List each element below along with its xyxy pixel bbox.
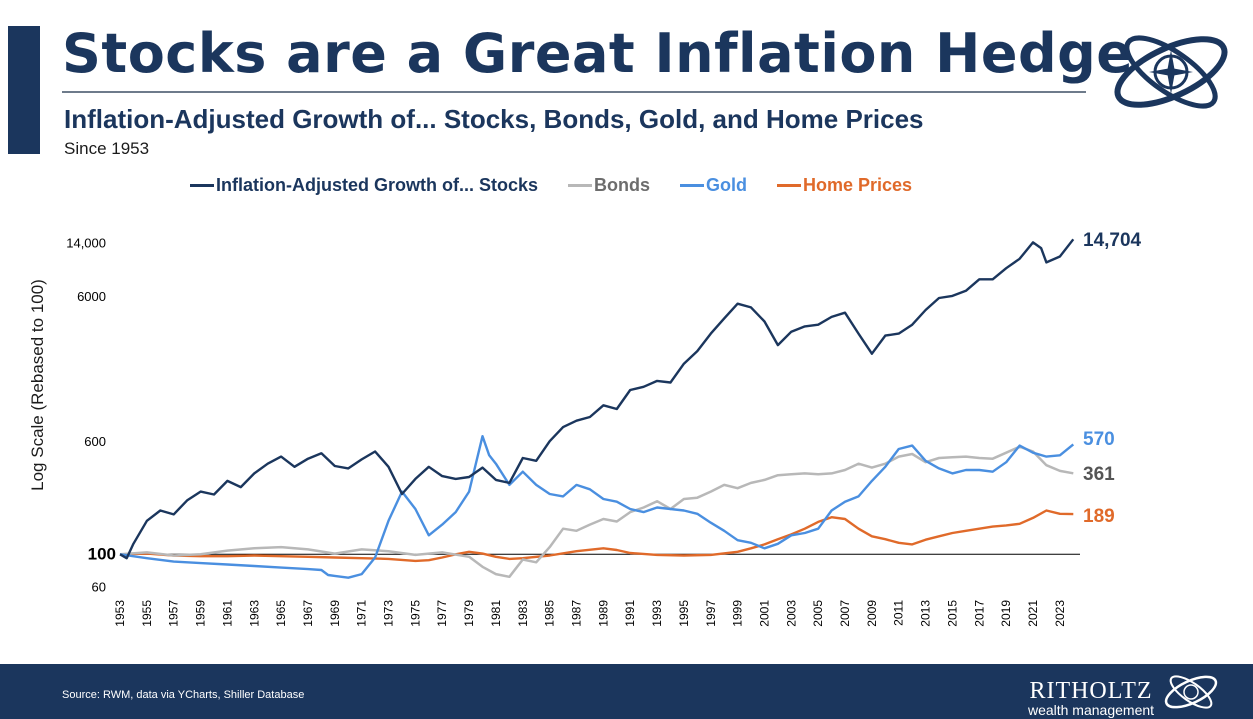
x-tick-label: 2005: [811, 600, 825, 627]
x-tick-label: 1967: [301, 600, 315, 627]
title-accent-bar: [8, 26, 40, 154]
x-tick-label: 2011: [892, 600, 906, 626]
x-tick-label: 2007: [838, 600, 852, 627]
legend-swatch-gold: [680, 183, 704, 187]
x-tick-label: 1973: [382, 600, 396, 627]
legend-label-bonds: Bonds: [594, 174, 650, 195]
x-tick-label: 2017: [972, 600, 986, 627]
x-tick-label: 1981: [489, 600, 503, 627]
legend-swatch-bonds: [568, 183, 592, 187]
legend-item-gold: Gold: [680, 175, 747, 196]
y-tick-label: 6000: [77, 289, 106, 304]
brand-name: RITHOLTZ: [1029, 678, 1153, 704]
since-label: Since 1953: [64, 139, 150, 158]
x-tick-label: 2019: [999, 600, 1013, 627]
x-tick-label: 1979: [462, 600, 476, 627]
x-tick-label: 2003: [784, 600, 798, 627]
x-tick-label: 1953: [113, 600, 127, 627]
x-tick-label: 1991: [623, 600, 637, 627]
series-line-home-prices: [119, 509, 1074, 563]
x-tick-label: 2021: [1026, 600, 1040, 627]
x-tick-label: 1989: [596, 600, 610, 627]
end-label-home-prices: 189: [1083, 506, 1115, 527]
x-tick-label: 1985: [543, 600, 557, 627]
x-tick-label: 1999: [731, 600, 745, 627]
x-tick-label: 1995: [677, 600, 691, 627]
legend-swatch-stocks: [190, 183, 214, 187]
y-tick-label: 600: [84, 434, 106, 449]
title-divider: [62, 91, 1086, 93]
x-tick-label: 1997: [704, 600, 718, 627]
series-line-bonds: [119, 445, 1074, 579]
end-label-stocks: 14,704: [1083, 230, 1142, 251]
x-tick-label: 1965: [274, 600, 288, 627]
footer-bar: [0, 664, 1253, 719]
x-tick-label: 1959: [194, 600, 208, 627]
x-tick-label: 2015: [945, 600, 959, 627]
x-tick-label: 2009: [865, 600, 879, 627]
chart-subtitle: Inflation-Adjusted Growth of... Stocks, …: [64, 104, 924, 134]
x-tick-label: 1993: [650, 600, 664, 627]
x-tick-label: 1983: [516, 600, 530, 627]
x-tick-label: 1957: [167, 600, 181, 627]
x-tick-label: 2001: [757, 600, 771, 627]
ritholtz-emblem-icon: [1114, 35, 1228, 109]
x-tick-label: 1961: [220, 600, 234, 627]
y-tick-label: 14,000: [66, 235, 106, 250]
end-label-bonds: 361: [1083, 464, 1115, 485]
series-line-stocks: [119, 238, 1075, 560]
y-tick-label: 100: [88, 544, 116, 563]
legend-label-gold: Gold: [706, 174, 747, 195]
x-tick-label: 1963: [247, 600, 261, 627]
legend-item-bonds: Bonds: [568, 175, 650, 196]
x-tick-label: 2023: [1053, 600, 1067, 627]
legend-item-stocks: Inflation-Adjusted Growth of... Stocks: [190, 175, 538, 196]
legend-label-stocks: Inflation-Adjusted Growth of... Stocks: [216, 174, 538, 195]
x-tick-label: 2013: [919, 600, 933, 627]
page-title: Stocks are a Great Inflation Hedge: [62, 22, 1134, 85]
x-tick-label: 1975: [408, 600, 422, 627]
x-tick-label: 1977: [435, 600, 449, 627]
legend-swatch-home-prices: [777, 183, 801, 187]
series-line-gold: [119, 435, 1075, 579]
footer-emblem-icon: [1164, 675, 1218, 709]
y-tick-label: 60: [92, 580, 106, 595]
x-tick-label: 1971: [355, 600, 369, 627]
x-tick-label: 1987: [570, 600, 584, 627]
brand-tagline: wealth management: [1027, 702, 1155, 718]
x-tick-label: 1955: [140, 600, 154, 627]
legend-item-home-prices: Home Prices: [777, 175, 912, 196]
x-tick-label: 1969: [328, 600, 342, 627]
source-note: Source: RWM, data via YCharts, Shiller D…: [62, 689, 305, 701]
chart-legend: Inflation-Adjusted Growth of... Stocks B…: [190, 172, 942, 198]
end-label-gold: 570: [1083, 429, 1115, 450]
line-chart: 60 100 600 6000 14,000 1953 1955 1957 1959 1961 19…: [66, 230, 1142, 627]
footer-brand: RITHOLTZ wealth management: [1024, 679, 1158, 717]
legend-label-home-prices: Home Prices: [803, 174, 913, 195]
